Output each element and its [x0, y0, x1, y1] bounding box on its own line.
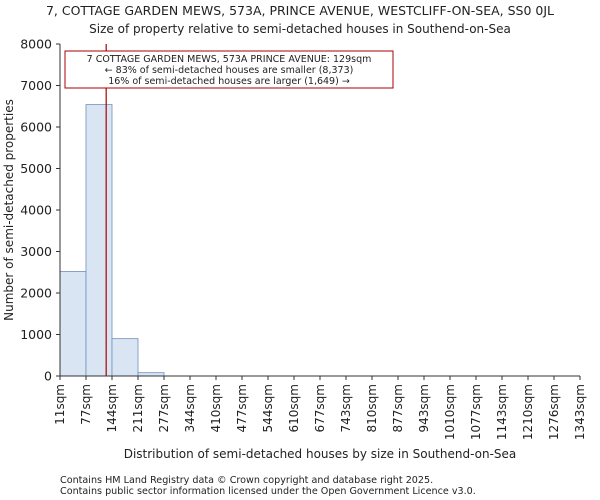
x-tick-label-11sqm: 11sqm	[53, 384, 67, 425]
x-tick-label-1276sqm: 1276sqm	[547, 384, 561, 440]
chart-subtitle: Size of property relative to semi-detach…	[89, 22, 511, 36]
chart-title: 7, COTTAGE GARDEN MEWS, 573A, PRINCE AVE…	[46, 3, 554, 18]
y-tick-label-0: 0	[44, 369, 52, 384]
x-tick-label-277sqm: 277sqm	[157, 384, 171, 432]
x-tick-label-1343sqm: 1343sqm	[573, 384, 587, 440]
x-tick-label-877sqm: 877sqm	[391, 384, 405, 432]
annotation-line-3: 16% of semi-detached houses are larger (…	[108, 76, 350, 87]
footer-copyright: Contains HM Land Registry data © Crown c…	[60, 475, 433, 486]
bar-77sqm	[85, 104, 113, 377]
annotation-border	[64, 50, 394, 89]
x-axis-label: Distribution of semi-detached houses by …	[124, 447, 517, 461]
y-tick-label-5000: 5000	[20, 161, 52, 176]
x-axis-ticks: 11sqm 77sqm 144sqm 211sqm 277sqm 344sqm 410sqm…	[53, 376, 587, 440]
x-tick-label-677sqm: 677sqm	[313, 384, 327, 432]
annotation-line-2: ← 83% of semi-detached houses are smalle…	[105, 65, 354, 76]
annotation-line-1: 7 COTTAGE GARDEN MEWS, 573A PRINCE AVENU…	[87, 54, 372, 65]
footer-licence: Contains public sector information licen…	[60, 486, 476, 497]
y-tick-label-6000: 6000	[20, 120, 52, 135]
x-tick-label-943sqm: 943sqm	[417, 384, 431, 432]
x-tick-label-743sqm: 743sqm	[339, 384, 353, 432]
bar-series	[59, 104, 165, 377]
x-tick-label-211sqm: 211sqm	[131, 384, 145, 432]
annotation-box: 7 COTTAGE GARDEN MEWS, 573A PRINCE AVENU…	[64, 50, 394, 89]
x-tick-label-1077sqm: 1077sqm	[469, 384, 483, 440]
y-tick-label-8000: 8000	[20, 37, 52, 52]
y-tick-label-2000: 2000	[20, 286, 52, 301]
bar-144sqm	[111, 338, 139, 377]
y-tick-label-7000: 7000	[20, 78, 52, 93]
bar-11sqm	[59, 271, 87, 377]
x-tick-label-610sqm: 610sqm	[287, 384, 301, 432]
x-tick-label-1010sqm: 1010sqm	[443, 384, 457, 440]
y-axis-ticks: 0 1000 2000 3000 4000 5000 6000 7000 8000	[20, 37, 60, 384]
x-tick-label-77sqm: 77sqm	[79, 384, 93, 425]
x-tick-label-477sqm: 477sqm	[235, 384, 249, 432]
y-tick-label-3000: 3000	[20, 244, 52, 259]
x-tick-label-344sqm: 344sqm	[183, 384, 197, 432]
x-tick-label-810sqm: 810sqm	[365, 384, 379, 432]
y-axis-label: Number of semi-detached properties	[2, 99, 16, 321]
x-tick-label-544sqm: 544sqm	[261, 384, 275, 432]
x-tick-label-144sqm: 144sqm	[105, 384, 119, 432]
y-tick-label-4000: 4000	[20, 203, 52, 218]
x-tick-label-410sqm: 410sqm	[209, 384, 223, 432]
y-tick-label-1000: 1000	[20, 327, 52, 342]
x-tick-label-1143sqm: 1143sqm	[495, 384, 509, 440]
x-tick-label-1210sqm: 1210sqm	[521, 384, 535, 440]
